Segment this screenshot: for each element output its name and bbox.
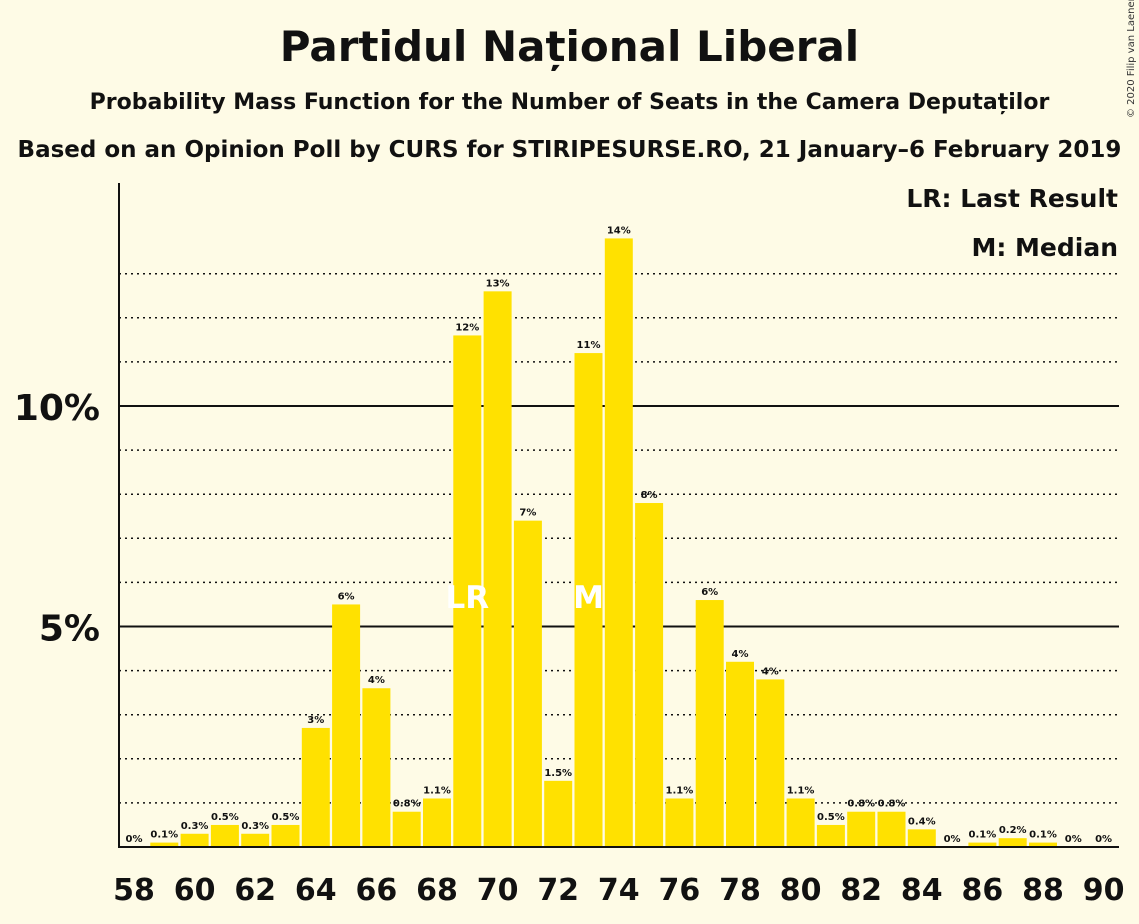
- bar-label-78: 4%: [732, 649, 749, 660]
- bar-label-85: 0%: [944, 834, 961, 845]
- bar-88: [1029, 842, 1057, 847]
- chart-source: Based on an Opinion Poll by CURS for STI…: [17, 137, 1122, 163]
- legend-median: M: Median: [971, 233, 1118, 262]
- x-tick-label: 62: [234, 873, 276, 908]
- bar-label-70: 13%: [486, 278, 510, 289]
- x-tick-label: 70: [477, 873, 519, 908]
- bar-83: [877, 811, 906, 847]
- bar-label-60: 0.3%: [181, 821, 209, 832]
- bar-label-79: 4%: [762, 666, 779, 677]
- x-tick-label: 68: [416, 873, 458, 908]
- bar-label-65: 6%: [338, 591, 355, 602]
- bar-73: [574, 353, 603, 847]
- bar-label-77: 6%: [701, 587, 718, 598]
- bar-63: [271, 824, 300, 847]
- bar-label-67: 0.8%: [393, 799, 421, 810]
- bar-59: [150, 842, 179, 847]
- bar-81: [816, 824, 845, 847]
- bar-label-71: 7%: [519, 508, 536, 519]
- bar-labels: 0% 0.1%0.3%0.5%0.3%0.5%3%6%4%0.8%1.1%12%1…: [126, 225, 1113, 845]
- bar-75: [635, 503, 664, 847]
- chart-title: Partidul Național Liberal: [279, 22, 860, 71]
- bar-label-83: 0.8%: [878, 799, 906, 810]
- x-tick-label: 84: [901, 873, 943, 908]
- bar-label-69: 12%: [455, 322, 479, 333]
- bar-78: [726, 661, 754, 847]
- x-tick-label: 88: [1022, 873, 1064, 908]
- bar-79: [756, 679, 785, 847]
- bar-72: [544, 780, 573, 847]
- x-tick-label: 74: [598, 873, 640, 908]
- bar-label-84: 0.4%: [908, 816, 936, 827]
- marker-m: M: [573, 580, 604, 616]
- bar-69: [453, 335, 482, 847]
- bar-label-80: 1.1%: [787, 785, 815, 796]
- bar-82: [847, 811, 876, 847]
- bar-70: [483, 291, 512, 848]
- bar-60: [180, 833, 209, 847]
- bar-label-87: 0.2%: [999, 825, 1027, 836]
- y-tick-label: 10%: [14, 388, 100, 429]
- x-tick-label: 64: [295, 873, 337, 908]
- bar-76: [665, 798, 694, 847]
- bar-label-72: 1.5%: [544, 768, 572, 779]
- bar-label-88: 0.1%: [1029, 830, 1057, 841]
- x-tick-label: 78: [719, 873, 761, 908]
- bars: [150, 238, 1057, 848]
- bar-label-61: 0.5%: [211, 812, 239, 823]
- bar-67: [392, 811, 421, 847]
- bar-label-63: 0.5%: [272, 812, 300, 823]
- bar-label-73: 11%: [577, 340, 601, 351]
- bar-label-81: 0.5%: [817, 812, 845, 823]
- bar-label-75: 8%: [641, 490, 658, 501]
- axes: 5% 10% 58 60 62 64 66 68 70 72 74 76 78 80 82 84 86 88 90: [14, 183, 1125, 908]
- bar-77: [695, 600, 724, 847]
- bar-label-64: 3%: [307, 715, 324, 726]
- bar-62: [241, 833, 270, 847]
- bar-66: [362, 688, 391, 847]
- legend-last-result: LR: Last Result: [906, 184, 1118, 213]
- x-tick-label: 90: [1083, 873, 1125, 908]
- bar-label-59: 0.1%: [150, 830, 178, 841]
- bar-label-89: 0%: [1065, 834, 1082, 845]
- bar-label-82: 0.8%: [847, 799, 875, 810]
- bar-label-76: 1.1%: [666, 785, 694, 796]
- bar-label-58: 0%: [126, 834, 143, 845]
- bar-label-86: 0.1%: [969, 830, 997, 841]
- bar-74: [604, 238, 633, 848]
- x-tick-label: 80: [780, 873, 822, 908]
- bar-61: [210, 824, 239, 847]
- x-tick-label: 86: [962, 873, 1004, 908]
- bar-87: [998, 838, 1027, 847]
- bar-label-90: 0%: [1095, 834, 1112, 845]
- bar-label-66: 4%: [368, 675, 385, 686]
- bar-71: [513, 520, 542, 847]
- bar-80: [786, 798, 815, 847]
- bar-label-74: 14%: [607, 225, 631, 236]
- bar-65: [332, 604, 361, 847]
- x-tick-label: 60: [174, 873, 216, 908]
- chart-subtitle: Probability Mass Function for the Number…: [89, 90, 1050, 115]
- bar-label-62: 0.3%: [241, 821, 269, 832]
- bar-86: [968, 842, 997, 847]
- bar-label-68: 1.1%: [423, 785, 451, 796]
- x-tick-label: 72: [537, 873, 579, 908]
- x-tick-label: 66: [356, 873, 398, 908]
- bar-68: [423, 798, 451, 847]
- bar-84: [907, 829, 936, 847]
- y-tick-label: 5%: [39, 609, 100, 650]
- x-tick-label: 76: [659, 873, 701, 908]
- x-tick-label: 58: [113, 873, 155, 908]
- bar-64: [301, 727, 330, 847]
- marker-lr: LR: [445, 580, 489, 616]
- x-tick-label: 82: [840, 873, 882, 908]
